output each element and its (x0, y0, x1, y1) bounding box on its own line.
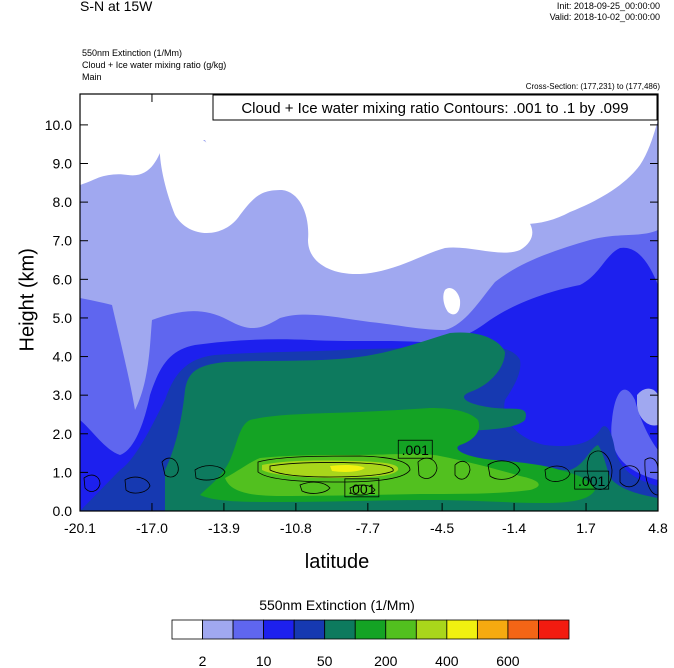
y-tick-label: 9.0 (53, 156, 73, 172)
colorbar-label: 10 (256, 653, 272, 668)
y-tick-label: 6.0 (53, 271, 73, 287)
y-tick-label: 3.0 (53, 387, 73, 403)
y-tick-label: 5.0 (53, 310, 73, 326)
y-tick-label: 4.0 (53, 349, 73, 365)
colorbar-label: 50 (317, 653, 333, 668)
x-tick-label: -4.5 (430, 520, 454, 536)
colorbar-label: 400 (435, 653, 459, 668)
plot-title: S-N at 15W (80, 0, 153, 14)
contour-label-box (344, 478, 380, 498)
colorbar-swatch (415, 619, 448, 640)
colorbar-label: 600 (496, 653, 520, 668)
y-tick-label: 7.0 (53, 233, 73, 249)
colorbar-swatch (446, 619, 478, 640)
colorbar-swatch (202, 619, 234, 640)
x-axis-label: latitude (304, 551, 370, 573)
field-label-main: Main (82, 72, 102, 82)
contour-labels: .001 .001 .001 (344, 439, 610, 498)
colorbar-swatch (476, 619, 509, 640)
colorbar-swatch (507, 619, 539, 640)
x-tick-label: 4.8 (648, 520, 668, 536)
extinction-field (80, 94, 658, 511)
contour-label-box (574, 470, 610, 490)
colorbar-swatch (171, 619, 203, 640)
y-tick-label: 8.0 (53, 194, 73, 210)
x-tick-label: -13.9 (208, 520, 240, 536)
x-tick-label: -20.1 (64, 520, 96, 536)
colorbar-swatch (263, 619, 295, 640)
y-axis: 0.0 1.0 2.0 3.0 4.0 5.0 6.0 7.0 8.0 9.0 10.0 (45, 117, 658, 519)
init-time: Init: 2018-09-25_00:00:00 (556, 1, 660, 11)
colorbar-swatch (232, 619, 265, 640)
x-tick-label: -7.7 (356, 520, 380, 536)
colorbar-swatch (293, 619, 326, 640)
colorbar-label: 200 (374, 653, 398, 668)
colorbar-swatch (354, 619, 387, 640)
colorbar-swatch (538, 619, 570, 640)
y-tick-label: 10.0 (45, 117, 72, 133)
y-tick-label: 2.0 (53, 426, 73, 442)
colorbar-label: 2 (199, 653, 207, 668)
x-tick-label: 1.7 (576, 520, 596, 536)
colorbar-swatch (385, 619, 417, 640)
contour-label: .001 (578, 473, 605, 489)
field-label-mixing-ratio: Cloud + Ice water mixing ratio (g/kg) (82, 60, 227, 70)
x-tick-label: -10.8 (280, 520, 312, 536)
colorbar-title: 550nm Extinction (1/Mm) (259, 597, 415, 613)
y-axis-label: Height (km) (16, 248, 39, 352)
contour-info: Cloud + Ice water mixing ratio Contours:… (241, 100, 628, 117)
valid-time: Valid: 2018-10-02_00:00:00 (549, 12, 660, 22)
contour-label: .001 (402, 442, 429, 458)
y-tick-label: 1.0 (53, 464, 73, 480)
contour-info-box (212, 94, 658, 121)
colorbar: 2 10 50 200 400 600 (171, 619, 570, 668)
x-tick-label: -1.4 (502, 520, 526, 536)
colorbar-swatch (324, 619, 356, 640)
contour-label: .001 (348, 481, 375, 497)
plot-frame (79, 93, 659, 512)
x-axis: -20.1 -17.0 -13.9 -10.8 -7.7 -4.5 -1.4 1.7 4.8 (64, 94, 668, 536)
contour-label-box (397, 439, 433, 459)
cross-section-label: Cross-Section: (177,231) to (177,486) (525, 82, 660, 91)
x-tick-label: -17.0 (136, 520, 168, 536)
y-tick-label: 0.0 (53, 503, 73, 519)
field-label-extinction: 550nm Extinction (1/Mm) (82, 48, 183, 58)
